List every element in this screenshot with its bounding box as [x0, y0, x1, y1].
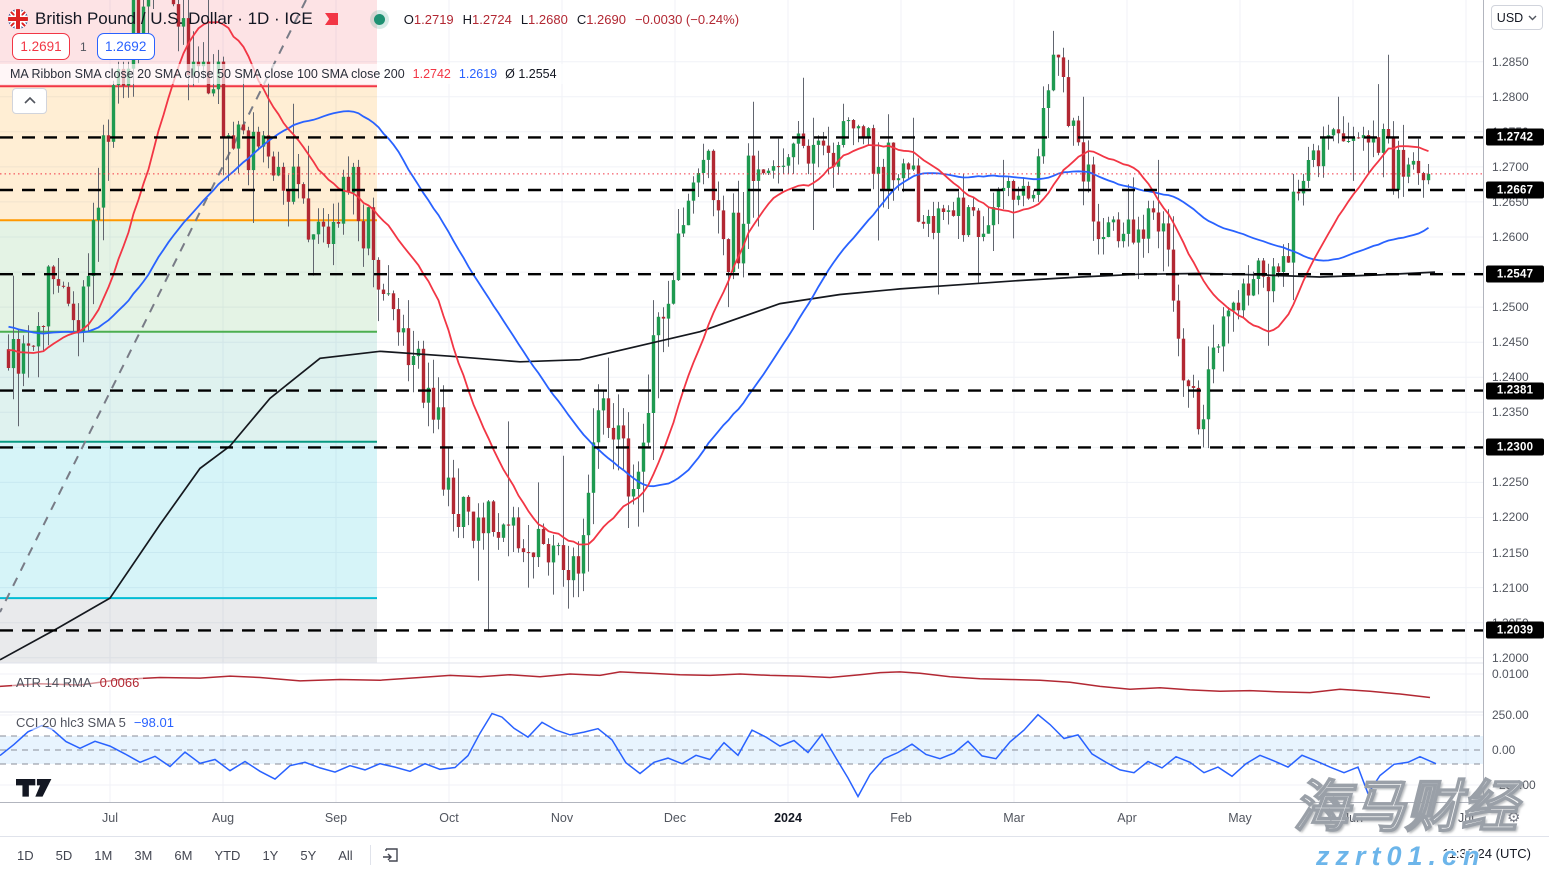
range-button-1m[interactable]: 1M [94, 847, 113, 863]
level-price-label: 1.2742 [1486, 128, 1544, 146]
bottom-toolbar: 1D 5D 1M 3M 6M YTD 1Y 5Y All [0, 836, 1549, 873]
range-button-5y[interactable]: 5Y [300, 847, 317, 863]
market-status-dot[interactable] [373, 13, 385, 25]
ma-ribbon-legend[interactable]: MA Ribbon SMA close 20 SMA close 50 SMA … [0, 64, 567, 84]
time-axis[interactable]: Jul Aug Sep Oct Nov Dec 2024 Feb Mar Apr May Jun Jul… [0, 804, 1549, 836]
spread-value: 1 [80, 39, 87, 54]
chevron-up-icon [22, 95, 38, 107]
cci-tick: 250.00 [1492, 708, 1529, 722]
tradingview-logo[interactable] [16, 775, 53, 799]
range-button-1d[interactable]: 1D [17, 847, 34, 863]
range-button-all[interactable]: All [338, 847, 353, 863]
price-tick: 1.2500 [1492, 300, 1529, 315]
month-label: Dec [663, 811, 687, 825]
cci-value: −98.01 [133, 715, 174, 730]
clock-utc[interactable]: 11:30:24 (UTC) [1442, 846, 1531, 861]
price-levels [0, 136, 1483, 632]
month-label: Jul [1458, 811, 1474, 825]
close-label: C [576, 11, 587, 27]
ma-sma20-value: 1.2742 [412, 67, 451, 81]
symbol-flag-icon [8, 9, 28, 29]
atr-tick: 0.0100 [1492, 667, 1529, 681]
currency-label: USD [1496, 10, 1524, 25]
chevron-down-icon [1528, 15, 1537, 21]
calendar-arrow-icon [381, 846, 400, 865]
level-price-label: 1.2547 [1486, 265, 1544, 283]
cci-label: CCI 20 hlc3 SMA 5 [16, 715, 126, 730]
price-tick: 1.2800 [1492, 89, 1529, 104]
low-label: L [520, 11, 529, 27]
low-value: 1.2680 [528, 11, 568, 27]
price-tick: 1.2700 [1492, 159, 1529, 174]
main-chart-canvas[interactable] [0, 0, 1483, 803]
range-button-6m[interactable]: 6M [174, 847, 193, 863]
high-value: 1.2724 [472, 11, 512, 27]
range-button-ytd[interactable]: YTD [214, 847, 241, 863]
price-tick: 1.2250 [1492, 475, 1529, 490]
atr-label: ATR 14 RMA [16, 675, 92, 690]
month-label: Apr [1117, 811, 1137, 825]
atr-line [0, 671, 1431, 699]
flag-bookmark-icon[interactable] [324, 12, 339, 26]
month-label: Jun [1342, 811, 1364, 825]
range-buttons: 1D 5D 1M 3M 6M YTD 1Y 5Y All [8, 844, 362, 867]
atr-legend[interactable]: ATR 14 RMA 0.0066 [12, 675, 144, 690]
go-to-date-button[interactable] [381, 846, 400, 865]
atr-value: 0.0066 [99, 675, 140, 690]
symbol-title[interactable]: British Pound / U.S. Dollar · 1D · ICE [35, 9, 313, 28]
level-price-label: 1.2381 [1486, 382, 1544, 400]
pane-separators [0, 662, 1483, 803]
month-label: Mar [1003, 811, 1025, 825]
cci-tick: −250.00 [1492, 778, 1536, 792]
ma-ribbon-label: MA Ribbon SMA close 20 SMA close 50 SMA … [10, 67, 405, 81]
open-value: 1.2719 [413, 11, 454, 27]
high-label: H [462, 11, 473, 27]
gear-icon[interactable]: ⚙ [1507, 809, 1521, 826]
cci-legend[interactable]: CCI 20 hlc3 SMA 5 −98.01 [12, 715, 178, 730]
toolbar-divider [369, 845, 371, 865]
open-label: O [403, 11, 414, 27]
range-button-5d[interactable]: 5D [55, 847, 73, 863]
close-value: 1.2690 [586, 11, 626, 27]
collapse-legend-button[interactable] [12, 88, 47, 114]
cci-line [0, 712, 1437, 799]
ohlc-values: O1.2719 H1.2724 L1.2680 C1.2690 −0.0030 … [404, 12, 739, 27]
range-button-1y[interactable]: 1Y [262, 847, 279, 863]
price-tick: 1.2350 [1492, 405, 1529, 420]
currency-dropdown[interactable]: USD [1491, 5, 1543, 30]
month-label: Oct [439, 811, 459, 825]
change-value: −0.0030 (−0.24%) [634, 11, 740, 27]
price-axis[interactable]: USD 1.28501.28001.27501.27001.26501.2600… [1483, 0, 1549, 803]
range-button-3m[interactable]: 3M [134, 847, 153, 863]
month-label: Nov [550, 811, 574, 825]
ma-sma50-value: 1.2619 [458, 67, 498, 81]
month-label: Jul [102, 811, 118, 825]
buy-button[interactable]: 1.2692 [96, 33, 155, 60]
month-label: May [1228, 811, 1252, 825]
ma-average-value: Ø 1.2554 [505, 67, 557, 81]
price-tick: 1.2150 [1492, 545, 1529, 560]
month-label: Sep [324, 811, 348, 825]
sell-button[interactable]: 1.2691 [12, 33, 70, 60]
month-label: 2024 [774, 811, 802, 825]
month-label: Aug [211, 811, 235, 825]
price-tick: 1.2600 [1492, 230, 1529, 244]
price-tick: 1.2000 [1492, 650, 1529, 665]
level-price-label: 1.2667 [1486, 181, 1544, 199]
price-tick: 1.2850 [1492, 54, 1529, 69]
month-label: Feb [890, 811, 912, 825]
cci-tick: 0.00 [1492, 743, 1516, 757]
price-tick: 1.2200 [1492, 510, 1529, 525]
price-tick: 1.2400 [1492, 370, 1529, 385]
level-price-label: 1.2039 [1486, 621, 1544, 639]
price-tick: 1.2450 [1492, 335, 1529, 350]
price-tick: 1.2100 [1492, 580, 1529, 595]
level-price-label: 1.2300 [1486, 438, 1544, 456]
